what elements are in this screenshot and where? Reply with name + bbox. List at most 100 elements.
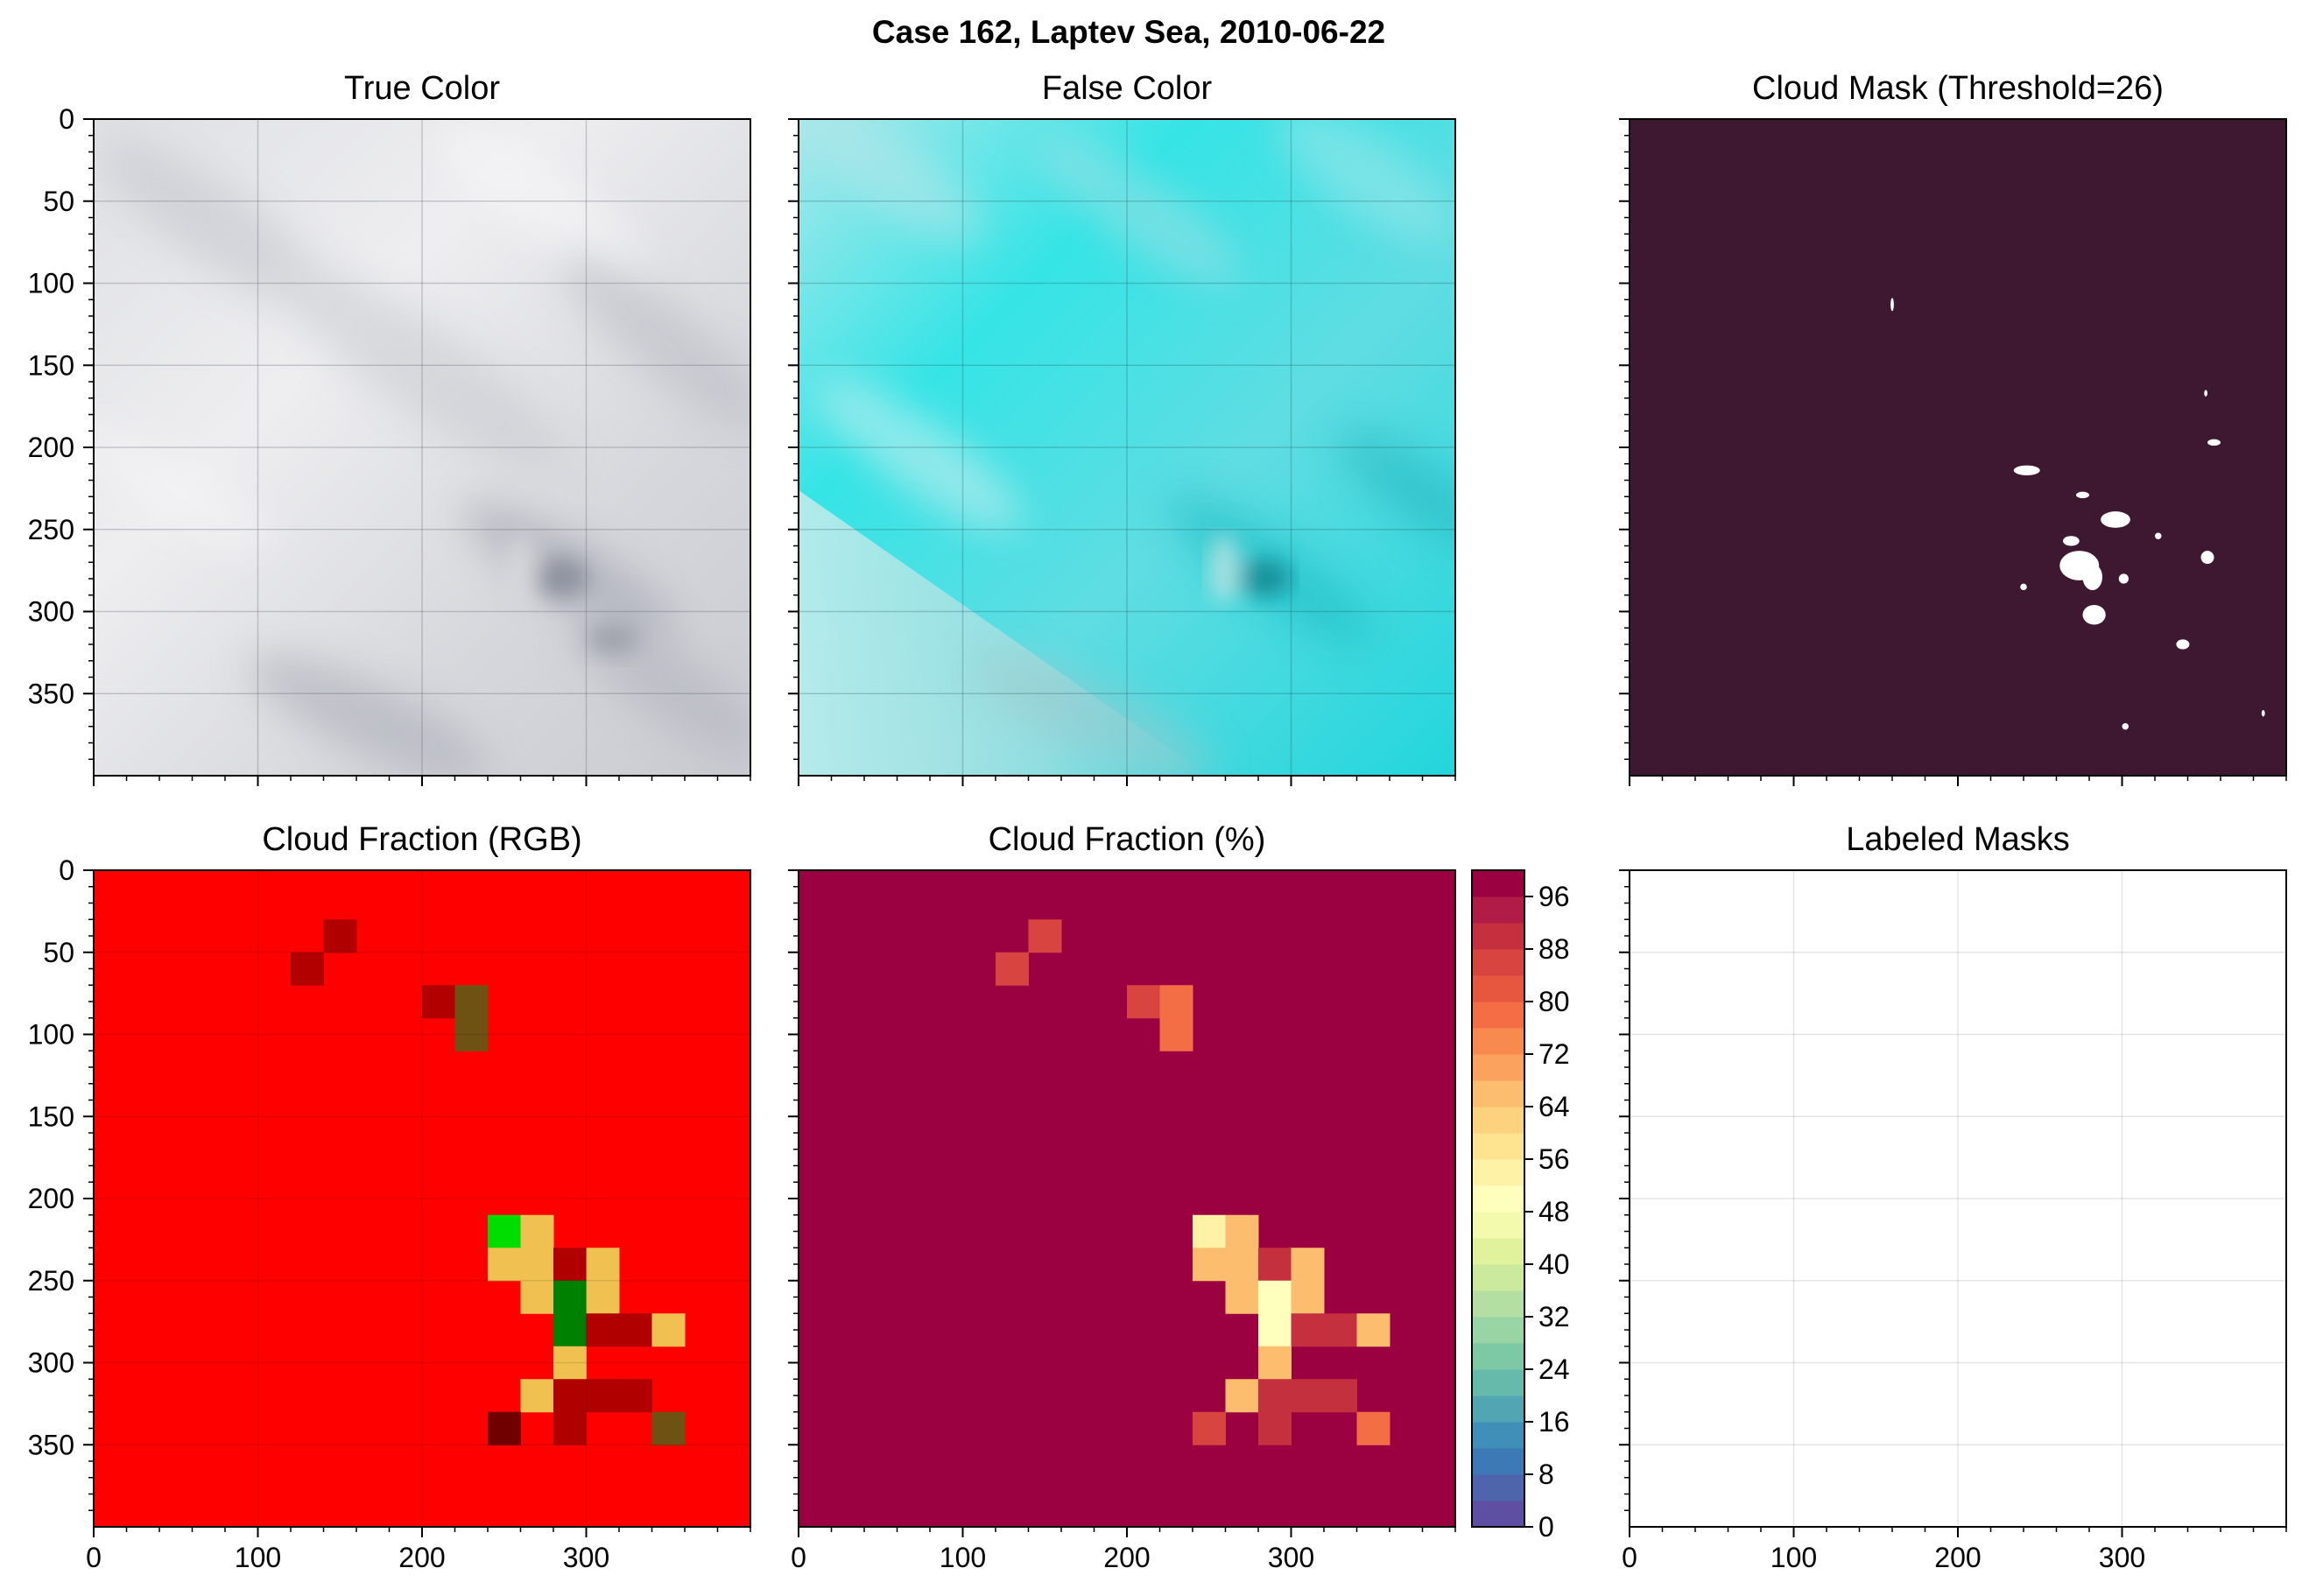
cloud-fraction-rgb-cell-3	[454, 985, 489, 1019]
y-tick-label: 100	[28, 268, 74, 299]
panel-false-color: False Color	[798, 70, 1456, 777]
cloud-fraction-pct-cells	[996, 919, 1390, 1445]
cloud-fraction-rgb-cell-6	[520, 1214, 554, 1248]
y-tick-label: 250	[28, 1265, 74, 1297]
colorbar-level-15	[1472, 1107, 1524, 1134]
cloud-fraction-pct-cell-20	[1258, 1379, 1292, 1413]
cloud-fraction-pct-cell-16	[1324, 1313, 1357, 1347]
x-tick-label: 200	[1103, 1542, 1150, 1573]
cloud-mask-blob-7	[2155, 532, 2162, 539]
cloud-fraction-rgb-cell-4	[454, 1017, 489, 1051]
cloud-fraction-pct-cell-25	[1356, 1411, 1390, 1445]
cloud-fraction-rgb-cell-24	[553, 1411, 587, 1445]
colorbar-level-0	[1472, 1501, 1524, 1528]
cloud-fraction-rgb-cell-18	[553, 1346, 587, 1380]
x-tick-label: 300	[563, 1542, 609, 1573]
cloud-mask-blob-11	[2020, 583, 2027, 591]
colorbar-tick-label: 32	[1538, 1301, 1570, 1332]
cloud-fraction-rgb-cell-2	[422, 985, 455, 1019]
colorbar-level-20	[1472, 975, 1524, 1002]
cloud-mask-blob-16	[2261, 710, 2265, 717]
x-tick-label: 300	[2099, 1542, 2145, 1573]
cloud-mask-blob-5	[2101, 511, 2130, 528]
cloud-fraction-pct-cell-3	[1159, 985, 1193, 1019]
colorbar-level-18	[1472, 1028, 1524, 1055]
panel-cloud-fraction-rgb: Cloud Fraction (RGB)	[93, 821, 751, 1528]
colorbar: 0 8 16 24 32 40 48 56 64 72 80 88 96	[1471, 869, 1570, 1543]
y-tick-label: 50	[43, 937, 74, 968]
cloud-mask-blob-3	[2013, 465, 2040, 475]
cloud-mask-blob-1	[2204, 390, 2207, 397]
labeled-masks-area	[1630, 870, 2286, 1527]
y-tick-label: 300	[28, 1347, 74, 1379]
y-tick-label: 350	[28, 1429, 74, 1460]
colorbar-level-12	[1472, 1185, 1524, 1213]
cloud-fraction-rgb-cell-17	[651, 1313, 686, 1347]
true-color-image	[94, 119, 750, 776]
cloud-fraction-rgb-cell-21	[586, 1379, 620, 1413]
cloud-fraction-pct-cell-5	[1193, 1214, 1226, 1248]
colorbar-level-6	[1472, 1343, 1524, 1370]
cloud-fraction-rgb-cell-13	[586, 1280, 620, 1314]
cloud-fraction-rgb-cell-1	[291, 952, 324, 986]
cloud-fraction-rgb-cell-14	[553, 1313, 587, 1347]
cloud-mask-blob-4	[2076, 491, 2089, 499]
colorbar-tick-label: 40	[1538, 1248, 1570, 1280]
cloud-fraction-rgb-cell-25	[651, 1411, 686, 1445]
cloud-fraction-rgb-cell-0	[323, 919, 357, 953]
colorbar-tick-label: 24	[1538, 1353, 1570, 1385]
y-tick-label: 350	[28, 678, 74, 709]
colorbar-tick-label: 16	[1538, 1406, 1570, 1438]
x-tick-label: 0	[791, 1542, 806, 1573]
false-color-grid	[799, 119, 1455, 776]
cloud-fraction-pct-cell-19	[1225, 1379, 1259, 1413]
panel-title-labeled-masks: Labeled Masks	[1846, 821, 2070, 858]
colorbar-tick-label: 96	[1538, 881, 1570, 912]
y-tick-label: 200	[28, 432, 74, 463]
panel-labeled-masks: Labeled Masks	[1629, 821, 2287, 1528]
cloud-fraction-rgb-cell-10	[586, 1248, 620, 1282]
colorbar-level-22	[1472, 923, 1524, 950]
y-tick-label: 200	[28, 1183, 74, 1214]
cloud-fraction-rgb-cell-23	[488, 1411, 521, 1445]
x-tick-label: 300	[1268, 1542, 1314, 1573]
cloud-fraction-rgb-cell-12	[553, 1280, 587, 1314]
y-tick-label: 0	[59, 103, 74, 135]
cloud-fraction-pct-cell-4	[1159, 1017, 1193, 1051]
cloud-fraction-pct-cell-22	[1324, 1379, 1357, 1413]
colorbar-level-1	[1472, 1474, 1524, 1501]
cloud-mask-blob-9	[2200, 551, 2214, 565]
cloud-fraction-pct-cell-13	[1291, 1280, 1325, 1314]
cloud-fraction-rgb-cell-15	[586, 1313, 620, 1347]
cloud-fraction-pct-cell-14	[1258, 1313, 1292, 1347]
cloud-mask-blob-14	[2118, 573, 2129, 584]
colorbar-ticks: 0 8 16 24 32 40 48 56 64 72 80 88 96	[1524, 881, 1570, 1543]
colorbar-level-24	[1472, 870, 1524, 897]
cloud-fraction-pct-cell-6	[1225, 1214, 1259, 1248]
panel-cloud-fraction-pct: Cloud Fraction (%)	[798, 821, 1456, 1528]
figure-suptitle: Case 162, Laptev Sea, 2010-06-22	[872, 14, 1385, 50]
cloud-fraction-pct-cell-9	[1258, 1248, 1292, 1282]
cloud-fraction-pct-cell-0	[1028, 919, 1062, 953]
panel-cloud-mask: Cloud Mask (Threshold=26)	[1629, 70, 2287, 777]
cloud-fraction-pct-cell-8	[1225, 1248, 1259, 1282]
x-tick-label: 100	[1770, 1542, 1817, 1573]
colorbar-level-3	[1472, 1422, 1524, 1449]
cloud-fraction-pct-cell-1	[996, 952, 1029, 986]
panel-title-true-color: True Color	[344, 70, 500, 107]
cloud-fraction-pct-cell-17	[1356, 1313, 1390, 1347]
y-tick-label: 150	[28, 349, 74, 381]
panel-true-color: True Color	[93, 70, 751, 777]
cloud-fraction-pct-cell-15	[1291, 1313, 1325, 1347]
colorbar-level-11	[1472, 1212, 1524, 1239]
cloud-fraction-rgb-cell-19	[520, 1379, 554, 1413]
cloud-fraction-rgb-grid	[94, 870, 750, 1527]
panel-title-cloud-fraction-rgb: Cloud Fraction (RGB)	[262, 821, 581, 858]
colorbar-level-13	[1472, 1159, 1524, 1186]
y-tick-label: 250	[28, 514, 74, 545]
cloud-fraction-pct-cell-21	[1291, 1379, 1325, 1413]
x-tick-label: 200	[398, 1542, 445, 1573]
colorbar-level-5	[1472, 1369, 1524, 1396]
colorbar-tick-label: 8	[1538, 1459, 1554, 1490]
